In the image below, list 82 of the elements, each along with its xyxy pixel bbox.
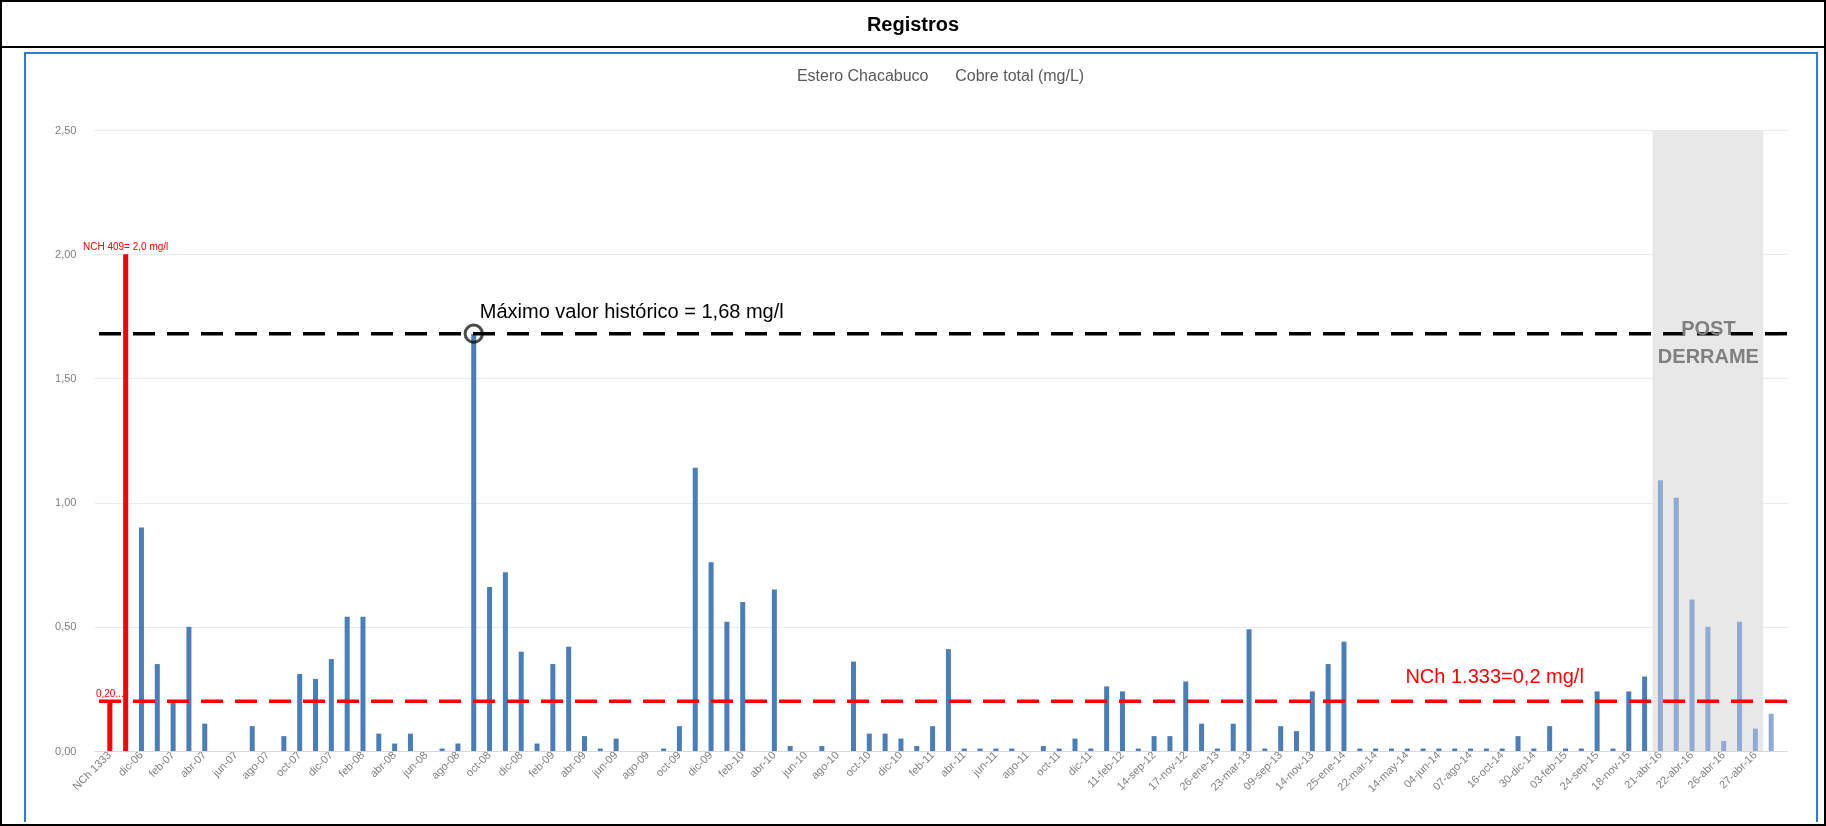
y-tick-label: 2,50: [55, 123, 77, 136]
bar: [170, 701, 176, 751]
y-tick-label: 1,00: [55, 496, 77, 509]
bar: [1768, 713, 1774, 751]
bar: [1594, 691, 1600, 751]
bar: [392, 743, 398, 751]
bar: [518, 651, 524, 751]
bar: [1341, 641, 1347, 751]
bar: [1721, 741, 1727, 751]
bar: [1642, 676, 1648, 751]
bar: [866, 733, 872, 751]
bar: [740, 601, 746, 751]
bar: [487, 587, 493, 751]
data-label: NCH 409= 2,0 mg/l: [82, 241, 169, 253]
band-label: POST DERRAME: [1657, 317, 1759, 368]
bar: [1515, 736, 1521, 751]
bar: [138, 527, 144, 751]
bar: [1657, 480, 1663, 751]
ref-line-label: NCh 1.333=0,2 mg/l: [1405, 665, 1584, 688]
bar: [455, 743, 461, 751]
bar: [582, 736, 587, 751]
bar: [898, 738, 904, 751]
bar: [1072, 738, 1078, 751]
bar: [930, 726, 936, 751]
bar: [692, 467, 698, 751]
data-label: 0,20...: [95, 688, 124, 700]
bar: [1309, 691, 1315, 751]
bar: [376, 733, 382, 751]
bar: [566, 646, 572, 751]
bar: [550, 664, 556, 751]
chart-subtitle: Estero Chacabuco Cobre total (mg/L): [796, 67, 1085, 84]
bar: [313, 678, 319, 751]
ref-line-label: Máximo valor histórico = 1,68 mg/l: [479, 299, 784, 322]
bar: [771, 589, 777, 751]
bar: [534, 743, 540, 751]
bar: [882, 733, 888, 751]
bar: [1104, 686, 1110, 751]
bar: [1199, 723, 1205, 751]
bar: [708, 562, 714, 751]
bar: [471, 333, 477, 751]
y-tick-label: 0,50: [55, 620, 77, 633]
bar: [249, 726, 255, 751]
chart-title: Registros: [2, 2, 1824, 48]
bar: [1626, 691, 1632, 751]
bar: [1547, 726, 1553, 751]
bar: [328, 659, 334, 751]
bar: [202, 723, 208, 751]
bar: [1278, 726, 1284, 751]
bar: [1040, 746, 1046, 751]
bar: [344, 616, 350, 751]
bar: [613, 738, 619, 751]
bar: [819, 746, 825, 751]
bar: [724, 621, 730, 751]
bar: [945, 649, 951, 751]
bar: [1325, 664, 1331, 751]
bar: [154, 664, 160, 751]
bar: [676, 726, 682, 751]
bar: [1230, 723, 1236, 751]
bar: [407, 733, 413, 751]
bar: [281, 736, 287, 751]
bar: [914, 746, 920, 751]
bar: [186, 626, 192, 751]
bar: [123, 254, 129, 751]
bar: [787, 746, 793, 751]
bar: [1119, 691, 1125, 751]
bar: [1151, 736, 1157, 751]
bar: [360, 616, 366, 751]
bar: [1705, 626, 1711, 751]
bar: [1167, 736, 1173, 751]
bar: [1689, 599, 1695, 751]
bar: [1752, 728, 1758, 751]
y-tick-label: 1,50: [55, 371, 77, 384]
y-tick-label: 2,00: [55, 247, 77, 260]
bar: [850, 661, 856, 751]
bar: [297, 674, 303, 751]
bar: [1183, 681, 1189, 751]
bar: [1673, 497, 1679, 751]
y-tick-label: 0,00: [55, 744, 77, 757]
bar: [1294, 731, 1299, 751]
bar: [1246, 629, 1252, 751]
bar: [1737, 621, 1743, 751]
bar: [502, 572, 508, 751]
